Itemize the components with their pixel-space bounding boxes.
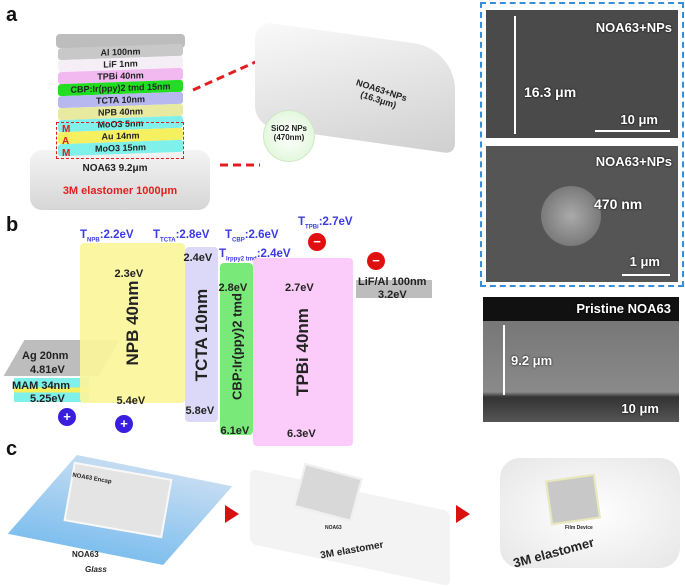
energy-block [185, 247, 218, 422]
sem-top-thickness: 16.3 μm [524, 84, 577, 100]
panel-label-a: a [6, 4, 18, 26]
triplet-energy: TTPBi:2.7eV [298, 216, 353, 230]
anode-wf: 4.81eV [30, 364, 65, 376]
sem-bottom-size: 470 nm [594, 196, 643, 212]
sem-top-scale: 10 μm [620, 112, 658, 127]
anode-name: Ag 20nm [22, 350, 69, 362]
panel-label-b: b [6, 214, 19, 236]
energy-block [80, 243, 185, 403]
nps-label: SiO2 NPs (470nm) [270, 124, 307, 142]
homo-level: 5.8eV [185, 405, 215, 417]
triplet-value: :2.6eV [244, 229, 279, 241]
zoom-dashed-lines [192, 58, 261, 167]
electron-icon: − [367, 252, 385, 270]
panel-label-c: c [6, 438, 18, 460]
mam-m2: M [62, 148, 71, 159]
triplet-t: T [225, 229, 233, 241]
triplet-value: :2.2eV [99, 229, 134, 241]
triplet-t: T [153, 229, 161, 241]
cathode-name: LiF/Al 100nm [358, 276, 427, 288]
mam-wf: 5.25eV [30, 393, 65, 405]
substrate-label: NOA63 9.2μm [82, 163, 148, 174]
lumo-level: 2.7eV [285, 282, 314, 294]
sem-top-title: NOA63+NPs [595, 20, 672, 35]
scale-bar [595, 130, 670, 132]
lumo-level: 2.3eV [114, 268, 144, 280]
sem-pristine-scale: 10 μm [621, 401, 659, 416]
mam-m1: M [62, 124, 71, 135]
glass-label: Glass [85, 565, 107, 574]
electron-icon: − [308, 233, 326, 251]
sio2-np-circle [263, 110, 315, 162]
arrow-right-icon [456, 505, 470, 523]
sem-panel [480, 2, 684, 287]
sem-image-bottom: NOA63+NPs 470 nm 1 μm [486, 146, 678, 282]
triplet-value: :2.7eV [318, 216, 353, 228]
sem-pristine-title: Pristine NOA63 [576, 301, 671, 316]
lumo-level: 2.4eV [183, 252, 213, 264]
homo-level: 6.3eV [287, 428, 316, 440]
noa63-label: NOA63 [325, 525, 342, 531]
homo-level: 5.4eV [116, 395, 146, 407]
hole-icon: + [58, 408, 76, 426]
energy-block [220, 263, 253, 435]
triplet-energy: TCBP:2.6eV [225, 229, 279, 243]
thickness-arrow [514, 16, 516, 134]
hole-icon: + [115, 415, 133, 433]
scale-bar [622, 274, 670, 276]
triplet-sub: CBP [232, 237, 245, 244]
triplet-energy: TTCTA:2.8eV [153, 229, 209, 243]
triplet-t: T [80, 229, 88, 241]
elastomer-substrate [30, 150, 210, 210]
block-name: CBP:Ir(ppy)2 tmd [229, 293, 244, 400]
triplet-t: T [298, 216, 306, 228]
triplet-sub: TCTA [160, 237, 176, 244]
triplet-t: T [219, 248, 227, 260]
film-device [545, 473, 601, 526]
sem-pristine-thickness: 9.2 μm [511, 353, 553, 368]
triplet-sub: Irppy2 tmd [226, 256, 257, 263]
triplet-energy: TNPB:2.2eV [80, 229, 134, 243]
triplet-energy: TIrppy2 tmd:2.4eV [219, 248, 291, 262]
triplet-value: :2.4eV [256, 248, 291, 260]
lumo-level: 2.8eV [218, 282, 248, 294]
homo-level: 6.1eV [220, 425, 250, 437]
mam-box [56, 122, 184, 159]
triplet-sub: NPB [87, 237, 100, 244]
nanoparticle-cluster [541, 186, 601, 246]
block-name: NPB 40nm [122, 280, 142, 366]
thickness-arrow [503, 325, 505, 395]
mam-electrode [14, 378, 89, 402]
block-name: TPBi 40nm [293, 308, 312, 396]
triplet-value: :2.8eV [175, 229, 210, 241]
mam-name: MAM 34nm [12, 380, 71, 392]
sem-bottom-scale: 1 μm [629, 254, 660, 269]
block-name: TCTA 10nm [191, 288, 211, 381]
cathode-block [356, 280, 432, 298]
triplet-sub: TPBi [305, 224, 319, 231]
noa63-label: NOA63 [72, 550, 99, 559]
arrow-right-icon [225, 505, 239, 523]
mam-a: A [62, 136, 70, 147]
sem-image-pristine: Pristine NOA63 9.2 μm 10 μm [483, 297, 679, 422]
sem-image-top: NOA63+NPs 16.3 μm 10 μm [486, 10, 678, 138]
film-device-label: Film Device [565, 525, 593, 531]
sem-bottom-title: NOA63+NPs [595, 154, 672, 169]
elastomer-label: 3M elastomer 1000μm [62, 185, 178, 197]
cathode-wf: 3.2eV [378, 289, 407, 301]
energy-block [253, 258, 353, 446]
